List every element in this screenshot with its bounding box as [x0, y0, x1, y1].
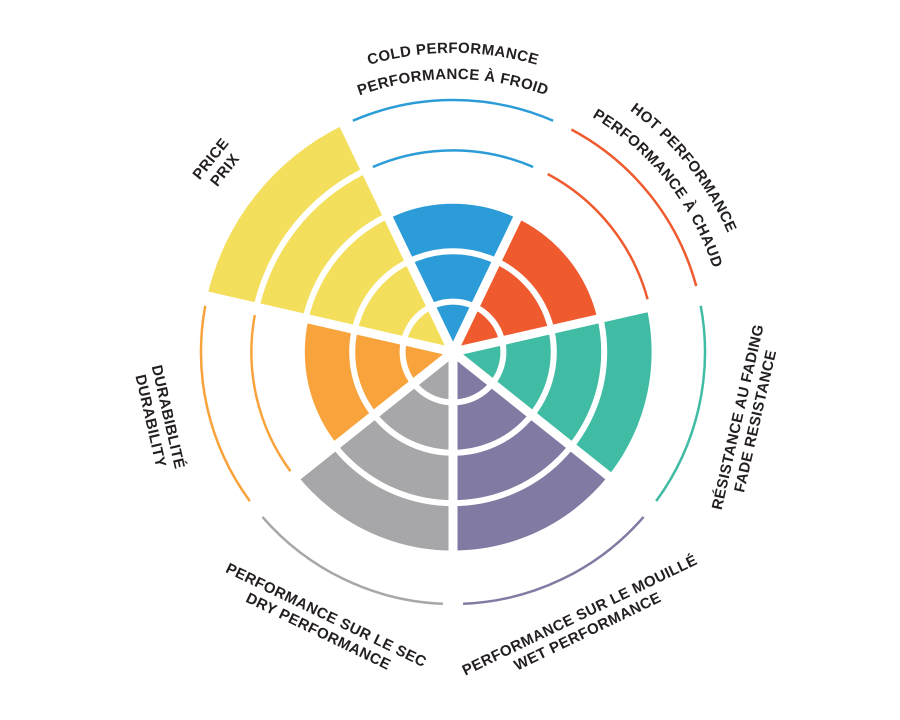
sector-fill-dry: [295, 352, 453, 554]
level-arc-hot-4: [547, 172, 649, 300]
level-arc-dry-5: [261, 516, 443, 606]
sector-separator-3: [450, 348, 655, 514]
sector-separator-0: [338, 121, 458, 354]
label-fade: RÉSISTANCE AU FADINGFADE RESISTANCE: [709, 323, 785, 516]
level-arc-fade-5: [655, 305, 707, 502]
level-arc-cold-4: [372, 149, 534, 169]
label-durability: DURABIBLITÉDURABILITY: [130, 363, 188, 474]
sector-separator-2: [451, 291, 702, 357]
sector-separator-6: [204, 291, 455, 357]
label-cold-line2: PERFORMANCE À FROID: [355, 66, 551, 99]
sector-fill-wet: [453, 352, 611, 554]
level-arc-cold-5: [352, 98, 554, 122]
label-wet: PERFORMANCE SUR LE MOUILLÉWET PERFORMANC…: [460, 552, 708, 696]
level-arc-hot-5: [570, 128, 698, 287]
sector-separator-1: [448, 121, 568, 354]
label-price: PRICEPRIX: [189, 135, 246, 194]
level-arcs: [199, 98, 707, 606]
sector-fill-price: [207, 124, 453, 353]
label-cold-line1: COLD PERFORMANCE: [365, 40, 540, 69]
label-hot-line1: HOT PERFORMANCE: [627, 100, 739, 235]
level-arc-wet-5: [463, 516, 645, 606]
sector-fill-durability: [301, 318, 453, 447]
level-arc-durability-4: [250, 314, 292, 473]
sector-fill-cold: [387, 200, 519, 352]
sector-separator-5: [251, 348, 456, 514]
label-dry: PERFORMANCE SUR LE SECDRY PERFORMANCE: [215, 560, 429, 687]
level-arc-durability-5: [199, 305, 251, 502]
